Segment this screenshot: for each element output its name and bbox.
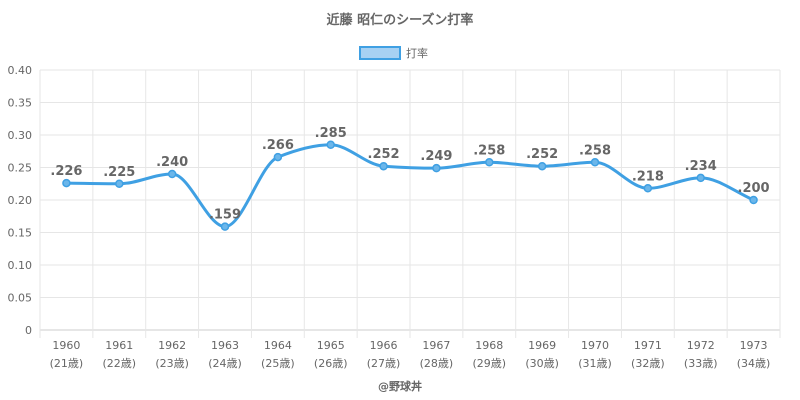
data-label: .234 [685,159,717,174]
x-tick-sublabel: (23歳) [155,357,189,370]
data-label: .159 [209,208,241,223]
data-point [167,169,177,179]
chart-title: 近藤 昭仁のシーズン打率 [327,12,474,28]
x-tick-sublabel: (21歳) [50,357,84,370]
data-point [696,173,705,183]
y-axis: 0 0.05 0.10 0.15 0.20 0.25 0.30 0.35 0.40 [8,64,33,337]
x-tick-label: 1963 [211,339,239,352]
data-point [220,222,230,231]
data-label: .249 [420,149,452,164]
x-tick-label: 1968 [475,339,503,352]
y-tick-label: 0.30 [8,129,33,142]
y-tick-label: 0.20 [8,194,33,207]
y-tick-label: 0 [25,324,32,337]
x-tick-label: 1967 [422,339,450,352]
x-tick-label: 1973 [740,339,768,352]
x-tick-sublabel: (24歳) [208,357,242,370]
series-batting-average [62,140,758,231]
legend-swatch [359,46,401,60]
data-label: .240 [156,155,188,170]
y-tick-label: 0.25 [8,162,33,175]
x-tick-sublabel: (33歳) [684,357,718,370]
x-tick-label: 1966 [370,339,398,352]
data-point [537,161,547,171]
x-tick-label: 1960 [52,339,80,352]
legend[interactable]: 打率 [359,46,428,60]
y-tick-label: 0.10 [8,259,33,272]
x-tick-label: 1965 [317,339,345,352]
y-tick-label: 0.15 [8,227,33,240]
data-point [326,140,335,149]
y-tick-label: 0.40 [8,64,33,77]
x-tick-label: 1969 [528,339,556,352]
data-point [643,184,653,193]
credit-text: @野球丼 [378,379,422,393]
x-tick-sublabel: (27歳) [367,357,401,370]
x-tick-sublabel: (26歳) [314,357,348,370]
data-point [590,158,600,167]
x-tick-sublabel: (32歳) [631,357,665,370]
y-tick-label: 0.35 [8,97,33,110]
data-label: .266 [262,138,294,153]
data-point [273,152,283,162]
y-tick-label: 0.05 [8,292,33,305]
data-label: .252 [526,147,558,162]
x-tick-label: 1964 [264,339,292,352]
data-label: .200 [738,181,770,196]
x-tick-label: 1971 [634,339,662,352]
data-label: .226 [50,164,82,179]
data-point [379,161,388,171]
x-tick-sublabel: (34歳) [737,357,771,370]
data-label: .252 [368,147,400,162]
x-tick-sublabel: (25歳) [261,357,295,370]
x-tick-label: 1972 [687,339,715,352]
x-tick-sublabel: (28歳) [420,357,454,370]
data-label: .225 [103,165,135,180]
x-tick-label: 1961 [105,339,133,352]
data-labels: .226 .225 .240 .159 .266 .285 .252 .249 .258 .252… [50,126,769,223]
data-point [485,158,494,167]
x-tick-sublabel: (22歳) [102,357,136,370]
x-tick-label: 1962 [158,339,186,352]
grid [39,69,781,338]
x-tick-sublabel: (31歳) [578,357,612,370]
data-label: .258 [579,143,611,158]
series-line [66,143,755,229]
data-label: .218 [632,169,664,184]
data-point [432,163,441,173]
data-point [749,195,758,205]
data-label: .285 [315,126,347,141]
data-label: .258 [473,143,505,158]
data-point [115,179,124,188]
legend-label: 打率 [406,46,428,60]
x-axis: 1960 (21歳) 1961 (22歳) 1962 (23歳) 1963 (24歳) 1964… [50,339,771,370]
x-tick-sublabel: (30歳) [525,357,559,370]
x-tick-sublabel: (29歳) [472,357,506,370]
x-tick-label: 1970 [581,339,609,352]
data-point [62,178,71,188]
